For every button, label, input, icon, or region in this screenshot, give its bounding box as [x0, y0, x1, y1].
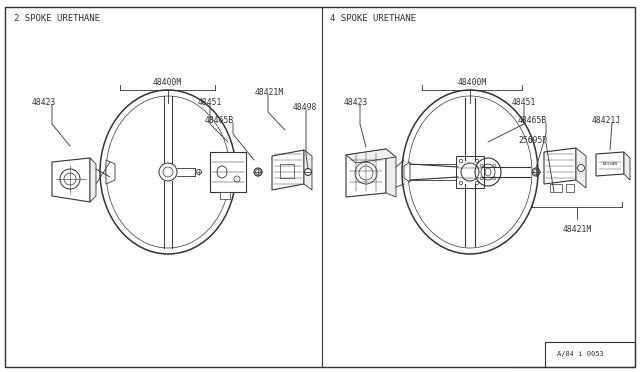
Polygon shape — [386, 149, 396, 197]
Text: 25695D: 25695D — [518, 135, 547, 144]
Text: A/84 i 0053: A/84 i 0053 — [557, 351, 604, 357]
Polygon shape — [304, 150, 312, 190]
Polygon shape — [272, 150, 304, 190]
Polygon shape — [544, 148, 576, 184]
Text: 48423: 48423 — [344, 97, 369, 106]
Polygon shape — [346, 149, 396, 163]
Polygon shape — [106, 160, 115, 184]
Text: 48451: 48451 — [512, 97, 536, 106]
Text: 48421J: 48421J — [592, 115, 621, 125]
Text: 48400M: 48400M — [458, 77, 486, 87]
Polygon shape — [624, 152, 630, 180]
Text: 48465B: 48465B — [205, 115, 234, 125]
Text: 2 SPOKE URETHANE: 2 SPOKE URETHANE — [14, 14, 100, 23]
Text: NISSAN: NISSAN — [602, 162, 618, 166]
Bar — [220, 192, 230, 199]
Text: 48498: 48498 — [293, 103, 317, 112]
Text: 48451: 48451 — [198, 97, 222, 106]
Bar — [550, 184, 562, 192]
Bar — [566, 184, 574, 192]
Polygon shape — [52, 158, 90, 202]
Text: 4 SPOKE URETHANE: 4 SPOKE URETHANE — [330, 14, 416, 23]
Bar — [280, 164, 294, 178]
Text: 48400M: 48400M — [152, 77, 182, 87]
Text: 48421M: 48421M — [255, 87, 284, 96]
Polygon shape — [596, 152, 624, 176]
Bar — [210, 152, 246, 192]
Polygon shape — [576, 148, 586, 188]
Polygon shape — [404, 162, 410, 182]
Text: 48423: 48423 — [32, 97, 56, 106]
Bar — [456, 156, 484, 188]
Polygon shape — [346, 149, 386, 197]
Polygon shape — [90, 158, 96, 202]
Text: 48465B: 48465B — [518, 115, 547, 125]
Text: 48421M: 48421M — [563, 224, 591, 234]
